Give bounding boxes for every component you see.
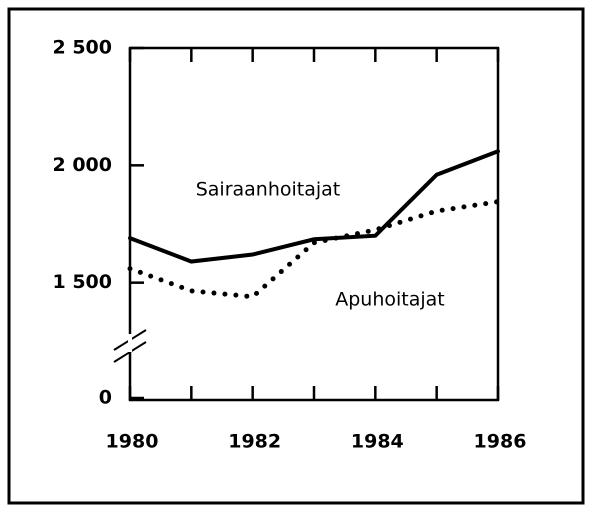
x-tick-label: 1986	[474, 431, 527, 453]
x-tick-label: 1982	[228, 431, 281, 453]
series-line	[128, 149, 500, 264]
frame	[7, 7, 585, 505]
x-tick-label: 1980	[106, 431, 159, 453]
x-tick-label: 1984	[351, 431, 404, 453]
y-tick-label: 0	[99, 387, 112, 409]
plot-area	[128, 46, 500, 402]
y-tick-label: 1 500	[53, 271, 113, 293]
y-tick-label: 2 500	[53, 37, 113, 59]
series-label: Sairaanhoitajat	[196, 179, 341, 201]
series-label: Apuhoitajat	[335, 289, 445, 311]
axis-break-gap	[128, 334, 132, 352]
series-line	[127, 199, 501, 300]
y-tick-label: 2 000	[53, 154, 113, 176]
